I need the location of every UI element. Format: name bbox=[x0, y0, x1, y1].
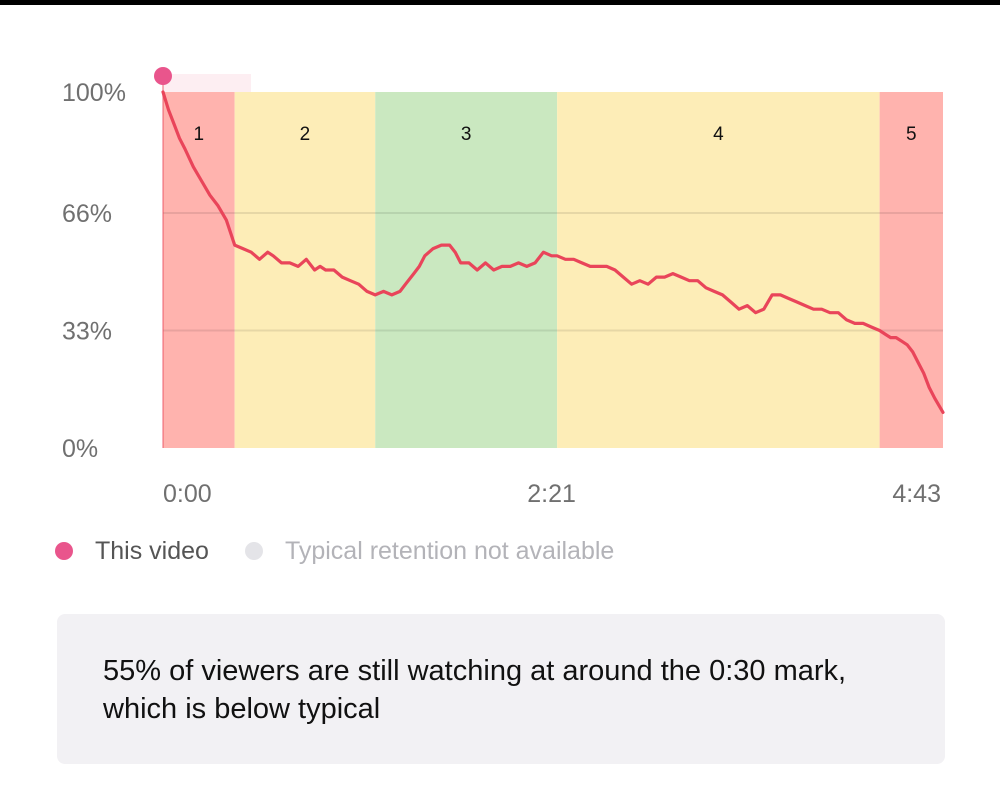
top-border bbox=[0, 0, 1000, 5]
marker-layer bbox=[154, 67, 172, 85]
retention-summary-card: 55% of viewers are still watching at aro… bbox=[57, 614, 945, 764]
zone-band-2 bbox=[234, 92, 376, 448]
zone-label-1: 1 bbox=[194, 124, 205, 145]
legend-dot-icon bbox=[244, 542, 263, 560]
zone-label-2: 2 bbox=[300, 124, 311, 145]
legend-item-typical-retention: Typical retention not available bbox=[244, 536, 615, 566]
y-tick-label: 100% bbox=[62, 79, 126, 107]
series-line-1 bbox=[161, 90, 945, 414]
retention-chart: 100% 66% 33% 0% 0:00 2:21 4:43 1 2 3 4 5 bbox=[62, 67, 945, 508]
x-tick-label: 4:43 bbox=[892, 480, 941, 508]
zone-band-4 bbox=[557, 92, 880, 448]
legend-label: Typical retention not available bbox=[284, 536, 615, 565]
y-tick-label: 66% bbox=[62, 200, 112, 228]
y-tick-label: 0% bbox=[62, 435, 98, 463]
legend-item-this-video[interactable]: This video bbox=[55, 537, 209, 566]
zone-label-3: 3 bbox=[461, 124, 472, 145]
series-lines bbox=[161, 90, 945, 414]
x-tick-label: 0:00 bbox=[163, 480, 212, 508]
zone-band-5 bbox=[879, 92, 943, 448]
zone-band-3 bbox=[375, 92, 558, 448]
retention-zones bbox=[163, 74, 943, 448]
legend-label: This video bbox=[95, 536, 209, 565]
x-axis-labels: 0:00 2:21 4:43 bbox=[163, 480, 941, 508]
y-tick-label: 33% bbox=[62, 318, 112, 346]
zone-labels: 1 2 3 4 5 bbox=[194, 124, 917, 145]
zone-band-1 bbox=[163, 92, 235, 448]
legend: This video Typical retention not availab… bbox=[55, 534, 650, 568]
summary-text: 55% of viewers are still watching at aro… bbox=[103, 655, 847, 725]
position-marker bbox=[154, 67, 172, 85]
y-axis-labels: 100% 66% 33% 0% bbox=[62, 79, 126, 463]
legend-dot-icon bbox=[55, 542, 73, 560]
zone-label-5: 5 bbox=[906, 124, 917, 145]
grid-lines bbox=[162, 74, 943, 448]
x-tick-label: 2:21 bbox=[527, 480, 576, 508]
zone-highlight bbox=[163, 74, 251, 92]
zone-label-4: 4 bbox=[713, 124, 724, 145]
